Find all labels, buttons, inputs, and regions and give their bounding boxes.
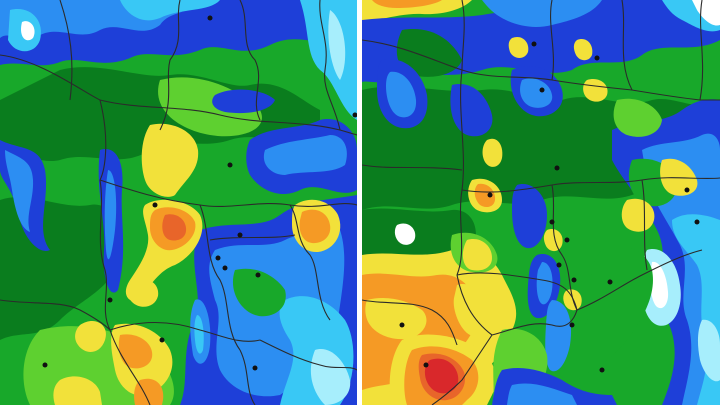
rain-region-white xyxy=(650,261,669,309)
rain-core-yellow xyxy=(660,158,698,196)
rain-core-yellow xyxy=(141,123,199,197)
rain-core-orange xyxy=(299,209,331,244)
city-dot xyxy=(42,362,48,368)
rain-core-yellow xyxy=(563,289,582,311)
city-markers xyxy=(42,15,357,371)
city-dot xyxy=(531,41,537,47)
rain-region-lightblue xyxy=(507,383,577,405)
rain-band-white xyxy=(21,21,35,41)
rain-streak-lightblue xyxy=(386,71,417,118)
rain-region-red xyxy=(424,358,459,394)
light-green-area xyxy=(613,98,662,137)
rain-core-yellow xyxy=(53,376,102,405)
rain-band-cyan-right xyxy=(300,0,357,120)
precipitation-map-left xyxy=(0,0,357,405)
city-dot xyxy=(399,322,405,328)
rain-band-cyan-top xyxy=(120,0,220,21)
city-dot xyxy=(107,297,113,303)
city-dot xyxy=(594,55,600,61)
rain-band-white-right xyxy=(328,10,346,80)
city-dot xyxy=(694,219,700,225)
city-dot xyxy=(684,187,690,193)
rain-core-yellow xyxy=(127,278,159,307)
rain-region-green xyxy=(232,268,286,317)
rain-core-yellow xyxy=(482,138,503,167)
city-dot xyxy=(352,112,357,118)
city-markers xyxy=(399,41,700,373)
rain-core-darkorange xyxy=(162,214,187,241)
city-dot xyxy=(607,279,613,285)
rain-streak-blue xyxy=(512,184,547,249)
city-dot xyxy=(569,322,575,328)
rain-core-orange xyxy=(372,0,442,8)
rain-patch-lightblue xyxy=(263,135,347,175)
rain-band-lightblue xyxy=(482,0,602,27)
city-dot xyxy=(207,15,213,21)
city-dot xyxy=(539,87,545,93)
rain-region-yellow xyxy=(453,284,491,337)
city-dot xyxy=(227,162,233,168)
city-dot xyxy=(564,237,570,243)
rain-core-orange xyxy=(134,378,164,405)
city-dot xyxy=(159,337,165,343)
rain-region-yellow xyxy=(462,239,492,271)
city-dot xyxy=(152,202,158,208)
map-canvas-right xyxy=(362,0,720,405)
city-dot xyxy=(222,265,228,271)
rain-core-yellow xyxy=(394,223,416,245)
rain-band-white xyxy=(692,0,720,26)
rain-region-pale xyxy=(310,349,351,405)
city-dot xyxy=(556,262,562,268)
light-green-area xyxy=(158,77,262,137)
city-dot xyxy=(215,255,221,261)
rain-region-yellow xyxy=(365,298,427,340)
rain-streak-cyan xyxy=(194,315,204,354)
city-dot xyxy=(549,219,555,225)
city-dot xyxy=(599,367,605,373)
rain-core-yellow xyxy=(75,320,106,352)
rain-region-pale xyxy=(697,319,720,382)
city-dot xyxy=(554,165,560,171)
city-dot xyxy=(237,232,243,238)
panel-divider xyxy=(357,0,362,405)
rain-core-yellow xyxy=(573,39,593,61)
map-canvas-left xyxy=(0,0,357,405)
rain-core-yellow xyxy=(621,198,655,232)
precipitation-map-right xyxy=(362,0,720,405)
rain-streak-lightblue xyxy=(520,78,553,108)
green-area xyxy=(557,246,653,381)
rain-core-orange xyxy=(474,183,496,208)
rain-streak-lightblue xyxy=(104,170,117,260)
rain-core-yellow xyxy=(508,36,529,58)
city-dot xyxy=(487,192,493,198)
rain-core-orange xyxy=(118,334,153,369)
city-dot xyxy=(255,272,261,278)
rain-streak-lightblue xyxy=(5,150,34,232)
city-dot xyxy=(423,362,429,368)
rain-patch-blue xyxy=(212,89,275,114)
state-borders xyxy=(0,0,357,405)
rain-streak-lightblue xyxy=(536,262,553,305)
rain-core-yellow xyxy=(583,79,608,102)
city-dot xyxy=(252,365,258,371)
state-borders xyxy=(362,0,720,405)
rain-core-yellow xyxy=(543,229,563,252)
dark-green-area xyxy=(396,29,462,77)
rain-streak-blue xyxy=(545,300,572,372)
city-dot xyxy=(571,277,577,283)
